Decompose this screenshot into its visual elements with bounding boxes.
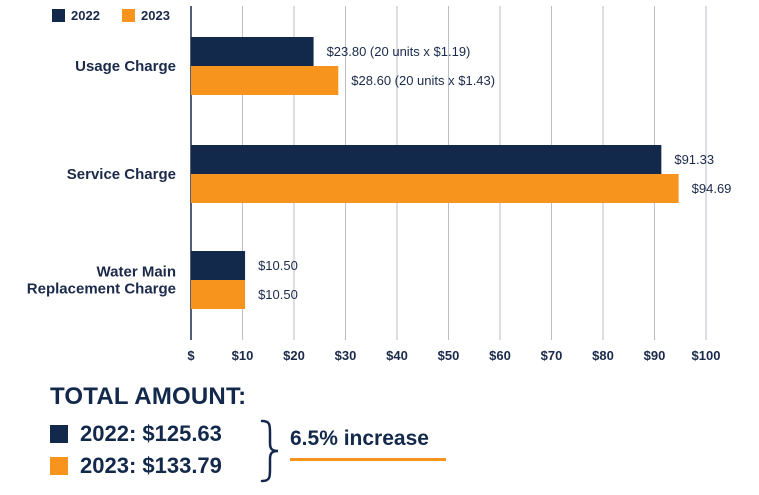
x-tick-label: $10 xyxy=(232,348,254,363)
data-label: $10.50 xyxy=(258,287,298,302)
x-tick-label: $20 xyxy=(283,348,305,363)
curly-brace-icon xyxy=(260,419,279,483)
bar-chart: $ $10 $20 $30 $40 $50 $60 $70 $80 $90 $100 $23.80 (… xyxy=(27,6,732,363)
data-label: $23.80 (20 units x $1.19) xyxy=(327,44,471,59)
x-tick-label: $ xyxy=(187,348,195,363)
swatch-2022-icon xyxy=(50,425,68,443)
x-tick-label: $60 xyxy=(489,348,511,363)
x-tick-label: $30 xyxy=(335,348,357,363)
category-label: Water Main xyxy=(97,264,176,281)
increase-underline xyxy=(290,458,446,461)
category-label: Service Charge xyxy=(67,166,176,183)
category-label: Replacement Charge xyxy=(27,281,176,298)
total-2022-value: 2022: $125.63 xyxy=(80,421,222,446)
data-label: $28.60 (20 units x $1.43) xyxy=(351,73,495,88)
bar-2022 xyxy=(191,37,314,66)
x-tick-label: $80 xyxy=(592,348,614,363)
total-row-2022: 2022: $125.63 xyxy=(50,421,222,447)
data-label: $10.50 xyxy=(258,258,298,273)
legend-label-2022: 2022 xyxy=(71,8,100,23)
total-amount-title: TOTAL AMOUNT: xyxy=(50,383,247,410)
legend-swatch-2022-icon xyxy=(52,9,65,22)
totals-panel: TOTAL AMOUNT: 2022: $125.63 2023: $133.7… xyxy=(50,383,510,483)
x-tick-label: $40 xyxy=(386,348,408,363)
data-label: $91.33 xyxy=(674,152,714,167)
x-tick-label: $90 xyxy=(644,348,666,363)
bar-2023 xyxy=(191,280,246,309)
bar-2022 xyxy=(191,251,246,280)
x-tick-label: $50 xyxy=(438,348,460,363)
category-label: Usage Charge xyxy=(75,58,176,75)
data-label: $94.69 xyxy=(692,181,732,196)
total-2023-value: 2023: $133.79 xyxy=(80,453,222,478)
x-tick-label: $100 xyxy=(692,348,721,363)
increase-label: 6.5% increase xyxy=(290,427,429,450)
legend-swatch-2023-icon xyxy=(122,9,135,22)
bar-2023 xyxy=(191,174,679,203)
legend-label-2023: 2023 xyxy=(141,8,170,23)
bar-2023 xyxy=(191,66,339,95)
bar-2022 xyxy=(191,145,662,174)
x-tick-label: $70 xyxy=(541,348,563,363)
swatch-2023-icon xyxy=(50,457,68,475)
total-row-2023: 2023: $133.79 xyxy=(50,453,222,479)
